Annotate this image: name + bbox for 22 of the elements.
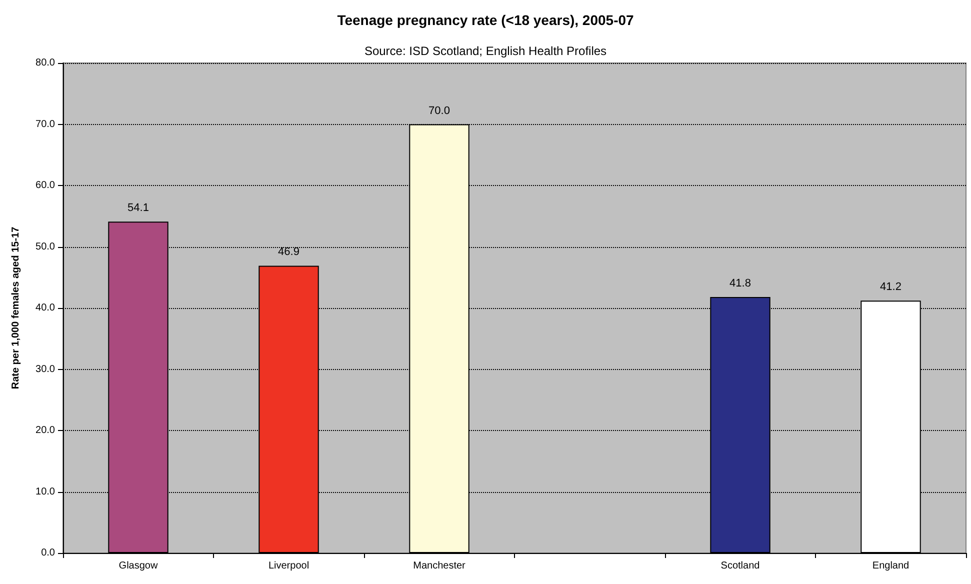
x-tick-label: Glasgow (118, 560, 158, 572)
y-axis-title: Rate per 1,000 females aged 15-17 (10, 226, 22, 390)
y-tick-label: 60.0 (36, 180, 56, 191)
data-label: 41.2 (880, 281, 902, 294)
x-tick-label: Liverpool (268, 560, 310, 572)
data-label: 54.1 (128, 202, 149, 214)
data-label: 46.9 (278, 246, 300, 258)
y-tick-label: 40.0 (36, 302, 56, 314)
chart-subtitle: Source: ISD Scotland; English Health Profiles (364, 44, 607, 58)
chart-title: Teenage pregnancy rate (<18 years), 2005-07 (337, 12, 634, 28)
y-tick-label: 0.0 (41, 548, 56, 558)
data-label: 70.0 (428, 104, 450, 117)
y-tick-label: 20.0 (36, 425, 56, 436)
x-tick-label: Manchester (413, 560, 466, 572)
x-tick-label: England (872, 560, 910, 572)
y-tick-label: 10.0 (36, 486, 56, 498)
x-tick-label: Scotland (720, 560, 760, 572)
y-tick-label: 70.0 (36, 118, 56, 130)
y-tick-label: 30.0 (36, 364, 56, 375)
y-tick-label: 80.0 (36, 58, 56, 68)
y-tick-label: 50.0 (36, 241, 56, 252)
data-label: 41.8 (730, 277, 751, 290)
